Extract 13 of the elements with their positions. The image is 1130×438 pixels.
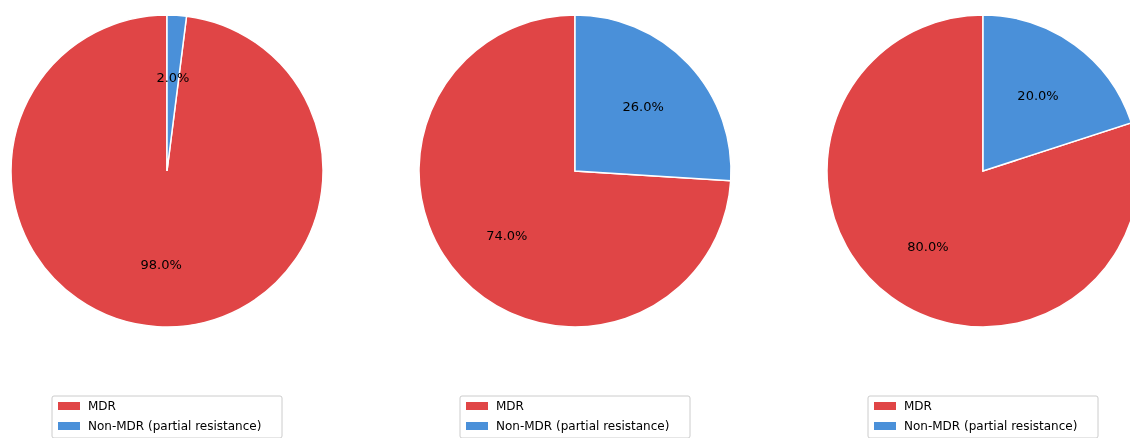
legend-label: MDR (904, 399, 932, 413)
data-label: 98.0% (140, 256, 182, 272)
pie-slice (418, 14, 732, 328)
pie-slice (10, 14, 324, 328)
legend-label: Non-MDR (partial resistance) (496, 419, 670, 433)
legend-label: MDR (496, 399, 524, 413)
data-label: 74.0% (486, 227, 528, 243)
data-label: 26.0% (622, 99, 664, 115)
legend-label: Non-MDR (partial resistance) (904, 419, 1078, 433)
legend-label: Non-MDR (partial resistance) (88, 419, 262, 433)
data-label: 20.0% (1017, 87, 1059, 103)
legend-label: MDR (88, 399, 116, 413)
data-label: 80.0% (907, 239, 949, 255)
